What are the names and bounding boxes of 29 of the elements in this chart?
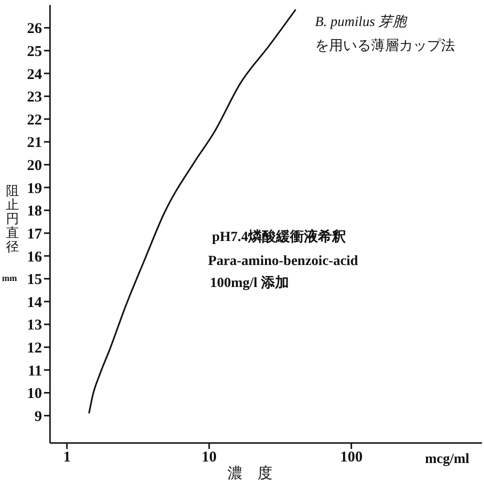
- y-tick-label: 16: [27, 249, 42, 266]
- y-tick-label: 20: [27, 158, 42, 174]
- x-tick-label: 100: [340, 450, 363, 466]
- x-tick-label: 10: [202, 450, 217, 466]
- y-tick-label: 19: [27, 180, 42, 197]
- y-tick-label: 9: [34, 408, 42, 425]
- annotation: B. pumilus 芽胞: [315, 14, 406, 32]
- annotation: 100mg/l 添加: [210, 274, 289, 293]
- y-tick-label: 10: [27, 386, 42, 402]
- y-tick-label: 26: [27, 21, 42, 38]
- x-tick-label: 1: [63, 450, 71, 466]
- y-tick-label: 14: [27, 294, 42, 311]
- y-tick-label: 25: [27, 44, 42, 60]
- y-tick-label: 17: [27, 226, 42, 242]
- y-tick-label: 11: [28, 363, 42, 380]
- annotation: Para-amino-benzoic-acid: [208, 253, 358, 271]
- y-tick-label: 23: [27, 90, 42, 106]
- y-tick-label: 13: [27, 318, 42, 334]
- annotation: を用いる薄層カップ法: [315, 38, 455, 56]
- y-tick-label: 12: [27, 340, 42, 357]
- y-tick-label: 21: [27, 135, 42, 152]
- y-tick-label: 22: [27, 112, 42, 128]
- y-tick-label: 15: [27, 272, 42, 288]
- x-axis-title: 濃 度: [228, 465, 272, 482]
- annotation: pH7.4燐酸緩衝液希釈: [212, 228, 346, 247]
- y-tick-label: 24: [27, 66, 42, 83]
- text: 阻止円直径 mm: [2, 183, 19, 283]
- text: mcg/ml: [425, 451, 470, 469]
- y-tick-label: 18: [27, 204, 42, 220]
